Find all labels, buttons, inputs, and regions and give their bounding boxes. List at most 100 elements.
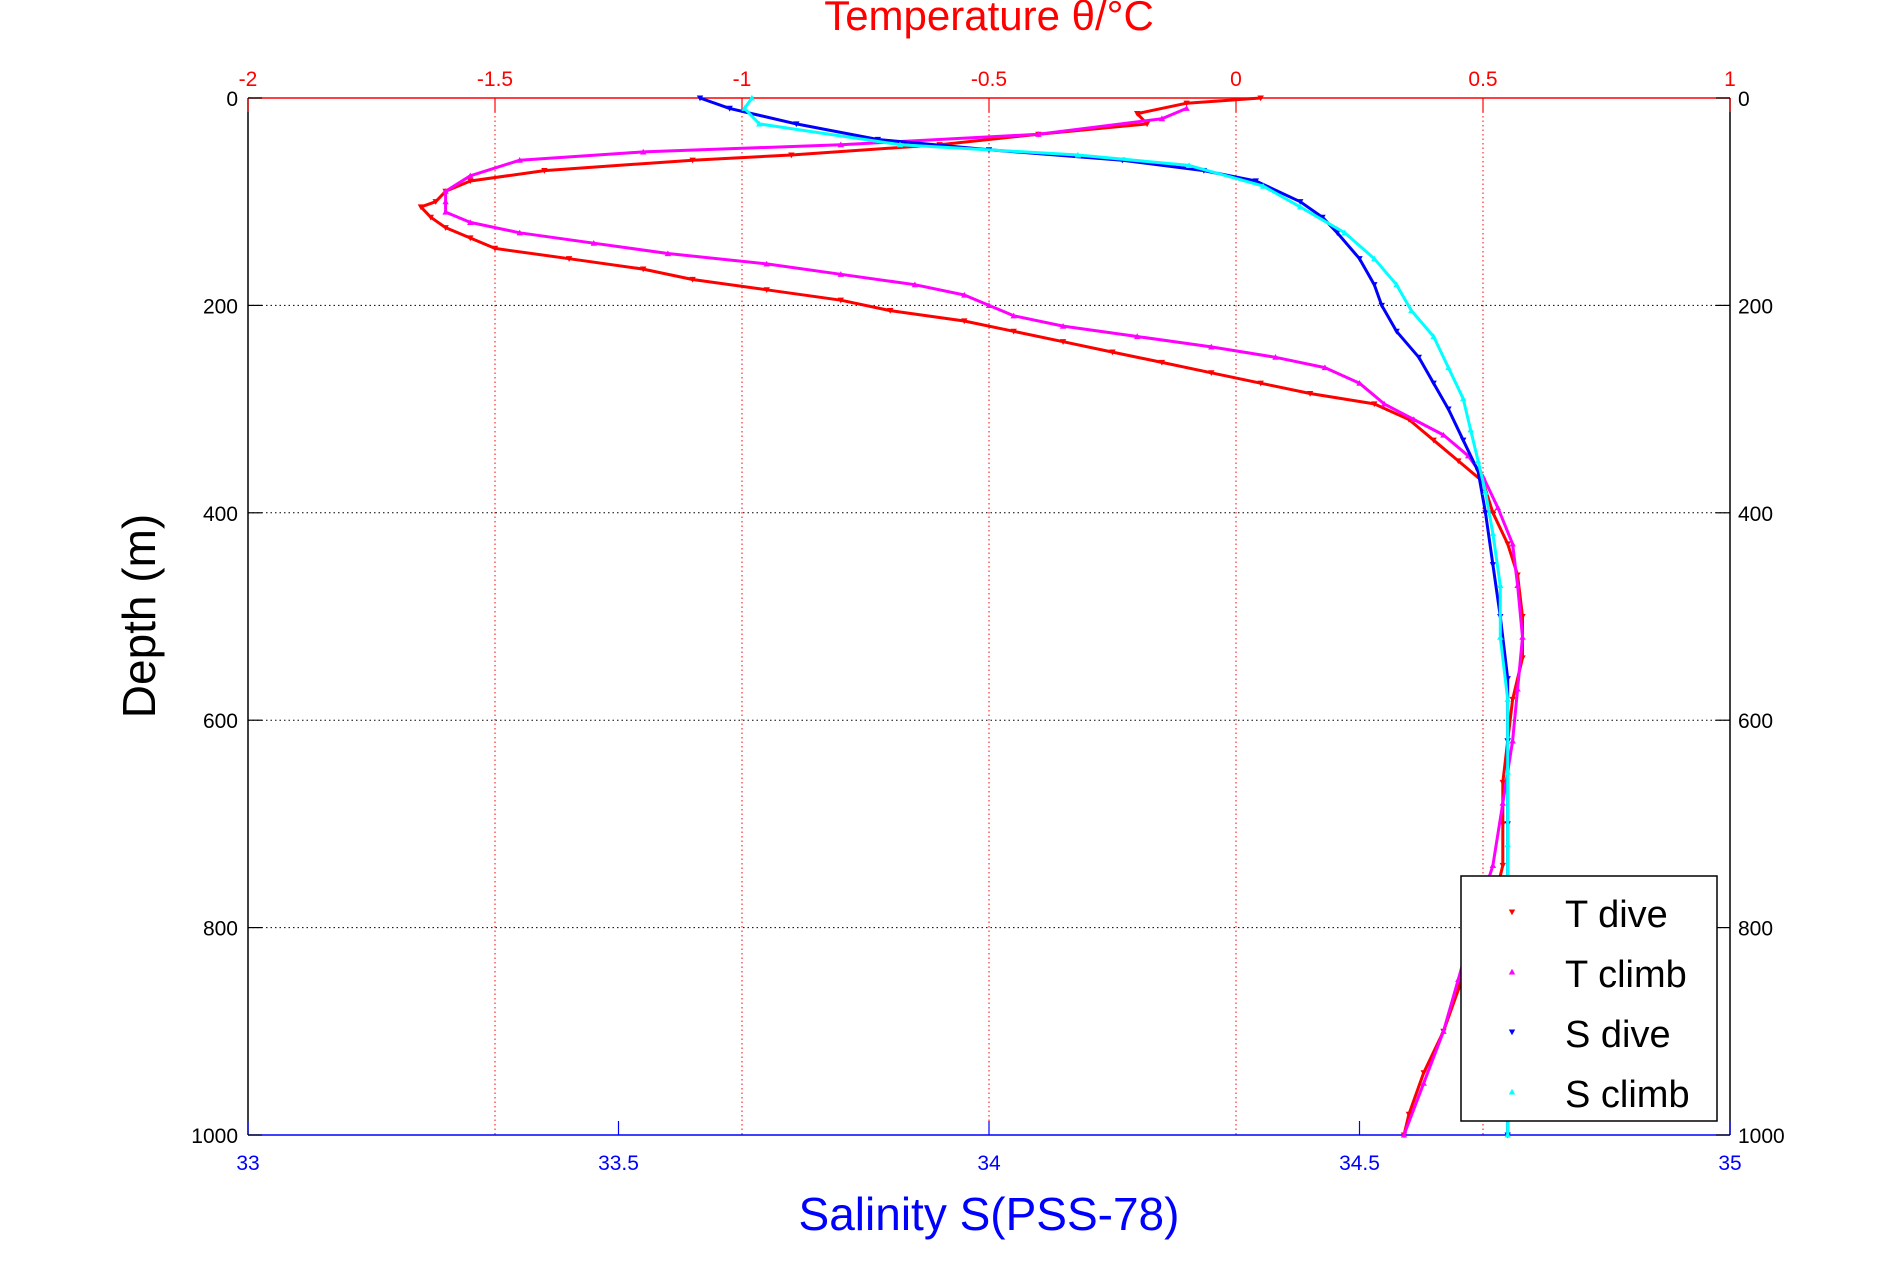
data-point xyxy=(1497,582,1504,588)
data-point xyxy=(1482,488,1489,495)
data-point xyxy=(961,291,968,298)
data-point xyxy=(896,141,904,148)
data-point xyxy=(442,198,449,205)
depth-tick-label-left: 800 xyxy=(203,918,238,941)
data-point xyxy=(1400,1131,1408,1138)
data-point xyxy=(1257,380,1264,387)
legend-marker xyxy=(1508,1088,1516,1095)
data-point xyxy=(640,266,647,273)
data-point xyxy=(1010,312,1017,319)
data-point xyxy=(1509,540,1516,547)
data-point xyxy=(491,245,499,252)
data-point xyxy=(1035,131,1042,137)
data-point xyxy=(763,287,770,294)
data-point xyxy=(1010,328,1017,335)
data-point xyxy=(985,302,993,308)
data-point xyxy=(640,148,647,155)
data-point xyxy=(442,188,449,194)
legend-marker xyxy=(1508,909,1516,916)
data-point xyxy=(741,105,748,111)
data-point xyxy=(1504,768,1511,775)
legend-label: S dive xyxy=(1565,1014,1671,1056)
data-point xyxy=(726,105,733,112)
data-point xyxy=(1504,696,1511,703)
data-point xyxy=(1272,354,1279,360)
depth-tick-label-left: 1000 xyxy=(191,1125,238,1148)
data-point xyxy=(1489,510,1497,516)
data-point xyxy=(1420,1070,1427,1076)
data-point xyxy=(590,239,597,246)
data-point xyxy=(1519,634,1526,640)
data-point xyxy=(748,94,756,101)
data-point xyxy=(1514,685,1521,692)
data-point xyxy=(1393,281,1400,288)
data-point xyxy=(696,95,704,102)
data-point xyxy=(1504,1131,1511,1138)
series-layer xyxy=(417,94,1526,1139)
data-point xyxy=(1455,976,1462,983)
data-point xyxy=(1504,841,1511,848)
temperature-tick-label: -1.5 xyxy=(477,68,513,91)
data-point xyxy=(911,281,919,288)
salinity-tick-label: 33 xyxy=(236,1152,259,1175)
data-point xyxy=(874,136,882,143)
salinity-tick-label: 35 xyxy=(1718,1152,1741,1175)
data-point xyxy=(1208,370,1215,377)
salinity-tick-label: 33.5 xyxy=(598,1152,639,1175)
depth-tick-label-right: 800 xyxy=(1738,918,1773,941)
data-point xyxy=(1494,504,1502,511)
data-point xyxy=(1134,333,1141,340)
data-point xyxy=(1455,458,1462,465)
data-point xyxy=(1440,1028,1447,1034)
data-point xyxy=(1259,182,1267,189)
data-point xyxy=(1482,510,1489,516)
data-point xyxy=(1415,354,1422,361)
data-point xyxy=(1489,862,1497,868)
legend-label: T climb xyxy=(1565,954,1687,996)
data-point xyxy=(837,141,844,148)
depth-tick-label-left: 600 xyxy=(203,710,238,733)
data-point xyxy=(756,120,763,127)
legend: T dive T climb S dive S climb xyxy=(1460,875,1718,1122)
data-point xyxy=(961,318,968,325)
data-point xyxy=(1497,634,1504,640)
data-point xyxy=(1440,431,1447,438)
data-point xyxy=(763,260,770,267)
data-point xyxy=(1158,359,1166,366)
data-point xyxy=(1183,100,1190,107)
data-point xyxy=(1405,1111,1413,1118)
data-point xyxy=(1430,437,1437,444)
data-point xyxy=(664,250,672,257)
data-point xyxy=(1509,737,1516,744)
data-point xyxy=(1143,121,1151,128)
series-line xyxy=(743,97,1510,1135)
data-point xyxy=(1356,256,1363,262)
data-point xyxy=(1381,400,1388,407)
temperature-tick-label: 0 xyxy=(1230,68,1242,91)
data-point xyxy=(1371,255,1378,262)
data-point xyxy=(1430,333,1437,340)
series-t-climb xyxy=(442,105,1526,1138)
data-point xyxy=(1504,541,1511,548)
chart-title: Temperature θ/°C xyxy=(824,0,1154,39)
data-point xyxy=(837,297,844,304)
data-point xyxy=(1489,530,1497,537)
data-point xyxy=(1514,582,1521,588)
data-point xyxy=(467,235,474,242)
data-point xyxy=(689,276,696,283)
data-point xyxy=(1499,862,1506,869)
data-point xyxy=(427,214,434,221)
depth-tick-label-right: 200 xyxy=(1738,295,1773,318)
data-point xyxy=(1408,307,1415,314)
data-point xyxy=(1420,1079,1427,1086)
data-point xyxy=(467,219,474,225)
data-point xyxy=(1474,457,1482,464)
depth-tick-label-right: 400 xyxy=(1738,503,1773,526)
data-point xyxy=(1183,105,1190,111)
data-point xyxy=(887,308,894,314)
data-point xyxy=(837,271,844,277)
data-point xyxy=(1321,364,1329,371)
data-point xyxy=(1430,380,1437,387)
legend-label: T dive xyxy=(1565,894,1668,936)
